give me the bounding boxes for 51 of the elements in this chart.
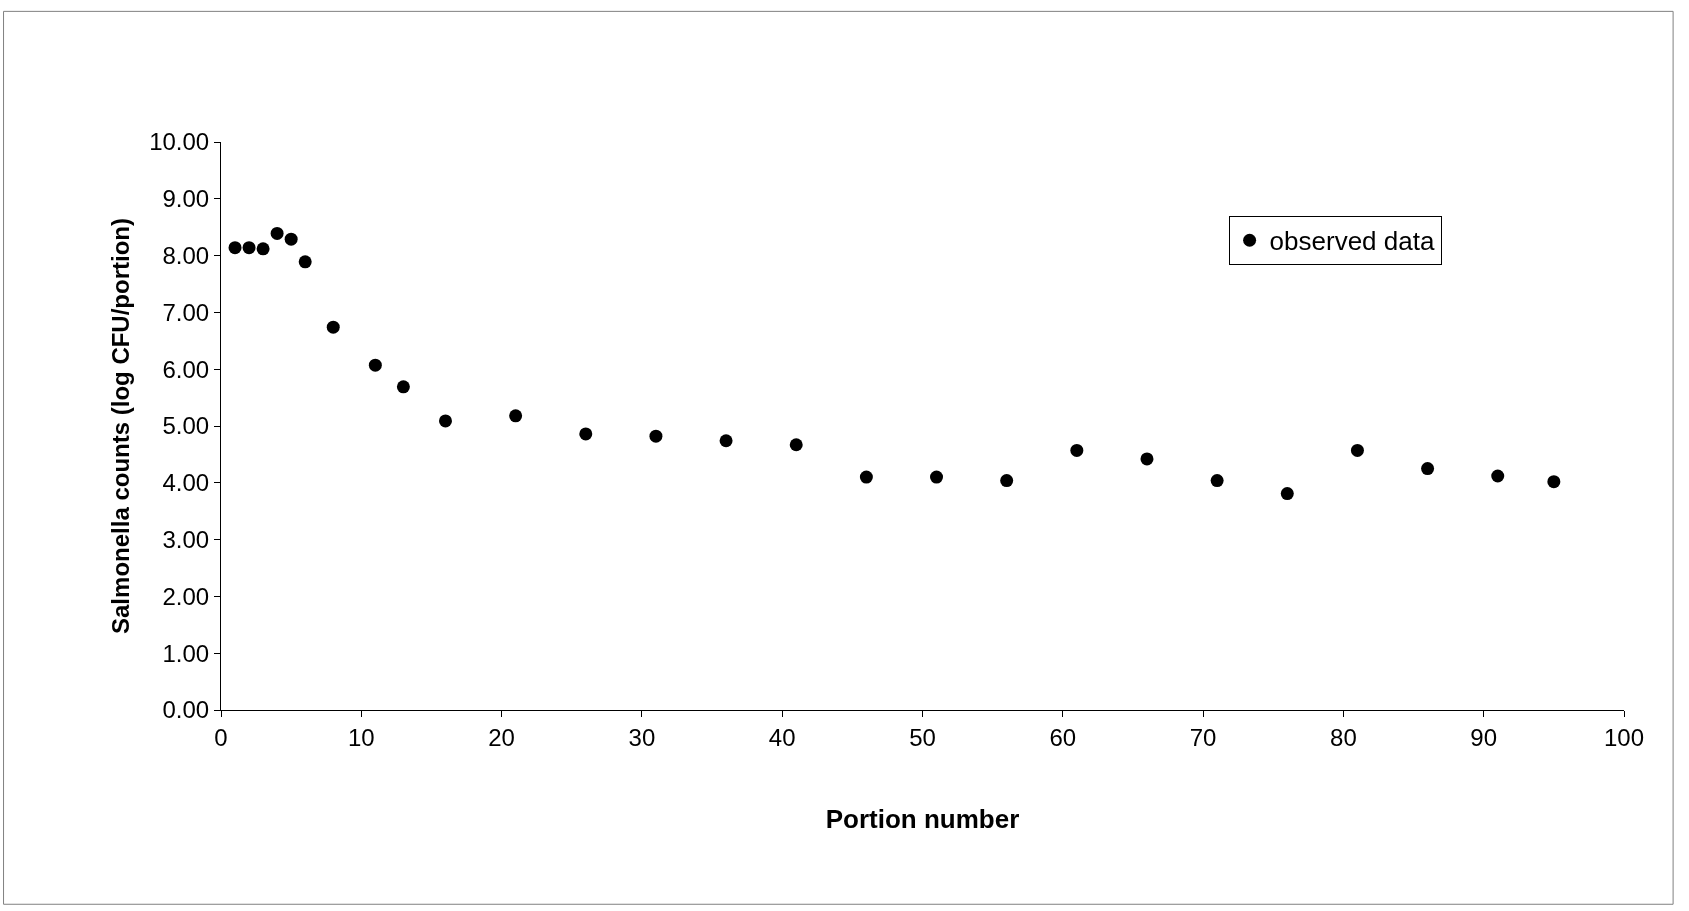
- y-tick-label: 2.00: [162, 582, 210, 610]
- x-tick-label: 80: [1330, 723, 1357, 751]
- x-tick-label: 50: [909, 723, 936, 751]
- point: [1491, 469, 1505, 483]
- point: [298, 255, 312, 269]
- y-tick-label: 8.00: [162, 242, 210, 269]
- point: [284, 232, 298, 246]
- point: [1421, 462, 1435, 476]
- x-tick-label: 10: [347, 723, 375, 751]
- x-tick-label: 60: [1049, 723, 1077, 751]
- point: [859, 470, 873, 484]
- point: [719, 434, 733, 448]
- point: [326, 320, 340, 334]
- x-tick-label: 20: [488, 723, 515, 751]
- point: [1070, 443, 1084, 457]
- point: [256, 242, 270, 256]
- y-tick-label: 5.00: [162, 412, 210, 440]
- x-axis-title: Portion number: [825, 804, 1020, 835]
- point: [438, 414, 452, 428]
- y-tick-label: 9.00: [162, 185, 210, 213]
- point: [1350, 443, 1364, 457]
- y-tick-label: 1.00: [162, 639, 210, 667]
- y-tick-label: 0.00: [162, 696, 210, 724]
- y-tick-label: 3.00: [162, 526, 210, 553]
- y-axis-title: Salmonella counts (log CFU/portion): [107, 218, 135, 634]
- point: [228, 241, 242, 255]
- point: [509, 409, 523, 423]
- point: [649, 429, 663, 443]
- point: [1280, 487, 1294, 501]
- y-tick-label: 7.00: [162, 298, 210, 326]
- x-tick-label: 40: [768, 723, 796, 751]
- point: [930, 470, 944, 484]
- x-tick-label: 100: [1603, 723, 1645, 751]
- point: [242, 241, 256, 255]
- y-tick-label: 10.00: [149, 128, 210, 156]
- legend-label: observed data: [1269, 226, 1435, 257]
- x-tick-label: 90: [1470, 723, 1498, 751]
- point: [396, 380, 410, 394]
- point: [1000, 474, 1014, 488]
- point: [1547, 475, 1561, 489]
- point: [789, 438, 803, 452]
- x-tick-label: 30: [628, 723, 656, 751]
- x-tick-label: 70: [1189, 723, 1217, 751]
- point: [1210, 474, 1224, 488]
- point: [368, 358, 382, 372]
- y-tick-label: 6.00: [162, 355, 210, 383]
- point: [1140, 452, 1154, 466]
- y-tick-label: 4.00: [162, 469, 210, 497]
- point: [270, 226, 284, 240]
- point: [579, 427, 593, 441]
- x-tick-label: 0: [214, 723, 228, 751]
